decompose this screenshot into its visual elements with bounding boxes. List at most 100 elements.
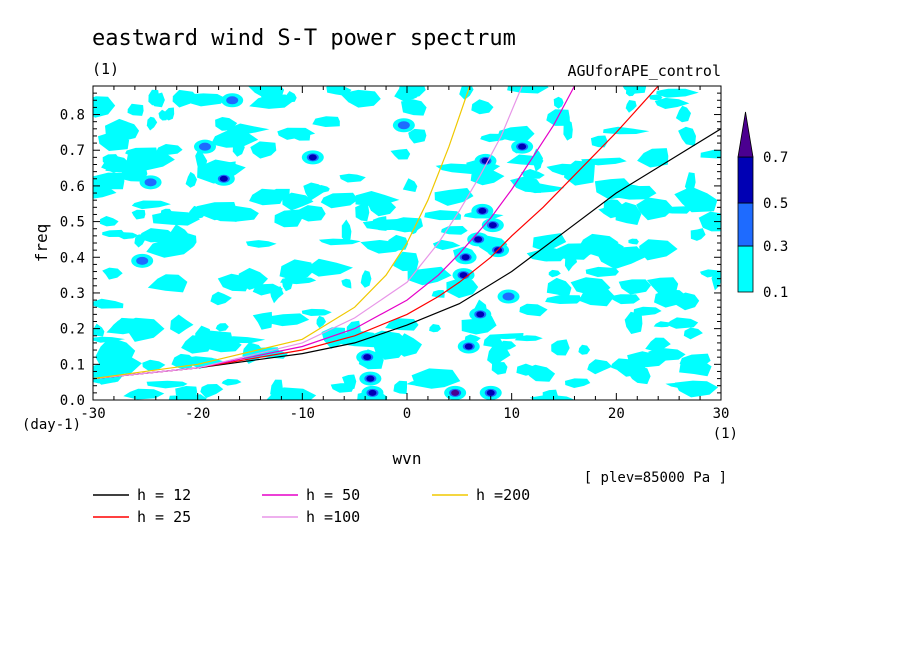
contour-patch [142, 359, 166, 372]
contour-patch [146, 380, 188, 389]
contour-patch [279, 259, 314, 281]
contour-patch [318, 238, 361, 246]
peak-core [363, 354, 372, 361]
contour-patch [521, 169, 545, 179]
contour-patch [603, 199, 624, 214]
contour-patch [603, 126, 650, 135]
contour-patch [401, 99, 427, 116]
peak-core [474, 236, 483, 243]
peak-core [488, 222, 497, 229]
contour-patch [320, 192, 359, 209]
contour-patch [316, 315, 326, 328]
contour-patch [277, 127, 316, 140]
plev-annotation: [ plev=85000 Pa ] [584, 470, 727, 486]
contour-patch [252, 311, 273, 330]
contour-patch [385, 318, 419, 331]
contour-patch [127, 103, 144, 116]
contour-patch [563, 119, 573, 141]
contour-patch [118, 163, 148, 182]
contour-patch [408, 128, 427, 144]
colorbar-box [737, 156, 754, 204]
colorbar-box [737, 202, 754, 247]
legend-label: h =200 [476, 486, 530, 504]
contour-patch [156, 144, 183, 156]
y-tick-label: 0.5 [60, 215, 85, 231]
contour-patch [633, 306, 662, 316]
peak-core [461, 254, 470, 261]
legend: h = 12 h = 25 h = 50 h =100 h =200 [93, 486, 530, 526]
contour-patch [393, 251, 419, 272]
peak-mid [198, 142, 211, 151]
contour-patch [488, 333, 524, 340]
y-unit-label: (day-1) [22, 417, 81, 433]
contour-patch [654, 97, 690, 109]
contour-patch [194, 325, 212, 350]
contour-patch [355, 191, 400, 207]
peak-core [219, 175, 228, 182]
contour-patch [250, 141, 277, 159]
contour-patch [147, 274, 188, 293]
legend-label: h = 25 [137, 508, 191, 526]
contour-patch [264, 188, 290, 199]
contour-patch [168, 224, 191, 246]
contour-patch [341, 219, 352, 243]
x-unit-label: (1) [713, 426, 738, 442]
contour-patch [390, 148, 411, 160]
y-tick-label: 0.3 [60, 286, 85, 302]
contour-patch [480, 133, 510, 143]
contour-patch [666, 317, 699, 329]
legend-label: h = 12 [137, 486, 191, 504]
contour-patch [341, 278, 352, 289]
contour-patch [532, 233, 567, 252]
contour-patch [93, 323, 105, 337]
contour-patch [657, 206, 691, 214]
series-line [93, 128, 721, 380]
contour-patch [172, 89, 200, 108]
contour-patch [108, 320, 134, 334]
contour-patch [196, 202, 238, 221]
contour-patch [123, 388, 165, 400]
contour-patch [99, 216, 119, 227]
contour-patch [315, 185, 330, 193]
contour-patch [434, 188, 474, 206]
contour-patch [622, 86, 647, 94]
contour-patch [674, 186, 718, 213]
legend-label: h =100 [306, 508, 360, 526]
contour-patch [565, 378, 591, 388]
contour-patch [656, 88, 699, 98]
y-tick-label: 0.1 [60, 357, 85, 373]
contour-patch [312, 116, 340, 127]
contour-patch [548, 269, 561, 278]
contour-patch [514, 335, 543, 342]
colorbar-label: 0.5 [763, 196, 788, 212]
peak-core [486, 389, 495, 396]
contour-patch [242, 342, 265, 364]
series-line [93, 86, 523, 380]
y-axis-label: freq [32, 224, 51, 263]
contour-patch [168, 394, 207, 400]
contour-patch [307, 258, 353, 277]
contour-patch [245, 240, 277, 248]
contour-patch [394, 86, 422, 103]
legend-label: h = 50 [306, 486, 360, 504]
contour-patch [551, 339, 570, 356]
contour-patch [471, 99, 494, 115]
contour-patch [636, 197, 674, 221]
contour-patch [217, 273, 250, 292]
contour-patch [645, 337, 671, 352]
contour-patch [282, 277, 293, 292]
contour-patch [411, 368, 461, 389]
contour-patch [519, 303, 548, 317]
x-tick-label: 0 [403, 406, 411, 422]
peak-core [464, 343, 473, 350]
contour-patch [546, 277, 572, 298]
contour-patch [270, 379, 283, 398]
contour-patch [282, 192, 314, 211]
contour-patch [700, 149, 721, 159]
contour-patch [654, 289, 689, 308]
contour-patch [274, 209, 302, 228]
contour-patch [639, 239, 678, 261]
contour-patch [152, 211, 200, 226]
y-tick-label: 0.0 [60, 393, 85, 409]
contour-patch [683, 327, 703, 340]
